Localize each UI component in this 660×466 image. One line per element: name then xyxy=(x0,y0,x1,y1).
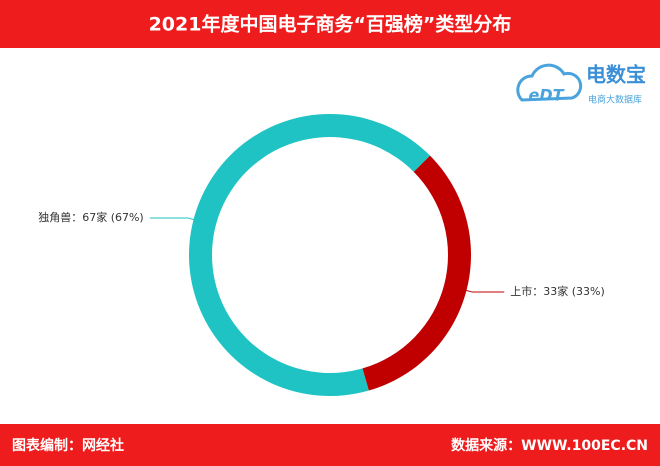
logo-subtitle: 电商大数据库 xyxy=(588,94,642,106)
footer-bar xyxy=(0,424,660,466)
data-label: 上市：33家 (33%) xyxy=(510,284,605,298)
leader-line xyxy=(149,217,196,221)
header-bar xyxy=(0,0,660,48)
donut-segment xyxy=(362,155,471,391)
logo: eDT 电数宝 电商大数据库 xyxy=(516,63,646,106)
logo-name: 电数宝 xyxy=(586,63,646,87)
chart-title: 2021年度中国电子商务“百强榜”类型分布 xyxy=(149,13,512,36)
data-label: 独角兽：67家 (67%) xyxy=(38,210,144,224)
logo-mark: eDT xyxy=(528,86,564,105)
footer-left: 图表编制：网经社 xyxy=(12,437,124,454)
logo-cloud xyxy=(516,63,583,102)
donut-segment xyxy=(189,113,431,397)
leader-line xyxy=(464,289,505,293)
footer-right: 数据来源：WWW.100EC.CN xyxy=(451,437,648,454)
